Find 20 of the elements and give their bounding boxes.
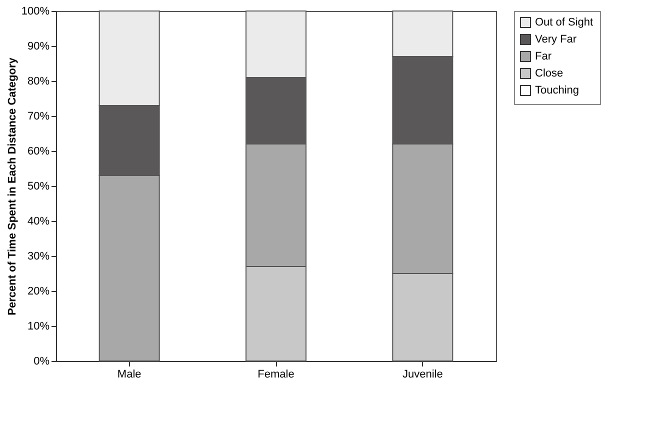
x-tick-label: Female: [258, 368, 294, 380]
y-tick-label: 100%: [21, 6, 50, 18]
x-tick-label: Juvenile: [402, 368, 443, 380]
y-tick-label: 0%: [34, 356, 50, 368]
x-tick-label: Male: [117, 368, 142, 380]
legend-label: Very Far: [535, 34, 577, 46]
y-tick-label: 40%: [27, 216, 50, 228]
legend-label: Out of Sight: [535, 16, 594, 28]
y-tick-label: 90%: [27, 40, 50, 52]
y-tick-label: 70%: [27, 110, 50, 122]
y-axis-title: Percent of Time Spent in Each Distance Category: [6, 56, 18, 316]
y-tick-label: 20%: [27, 286, 50, 298]
legend-label: Far: [535, 50, 552, 62]
legend-label: Touching: [535, 84, 580, 96]
y-tick-label: 50%: [27, 180, 50, 192]
y-tick-label: 10%: [27, 320, 50, 332]
y-tick-label: 60%: [27, 146, 50, 158]
legend-label: Close: [535, 68, 564, 80]
y-tick-label: 80%: [27, 76, 50, 88]
y-tick-label: 30%: [27, 250, 50, 262]
